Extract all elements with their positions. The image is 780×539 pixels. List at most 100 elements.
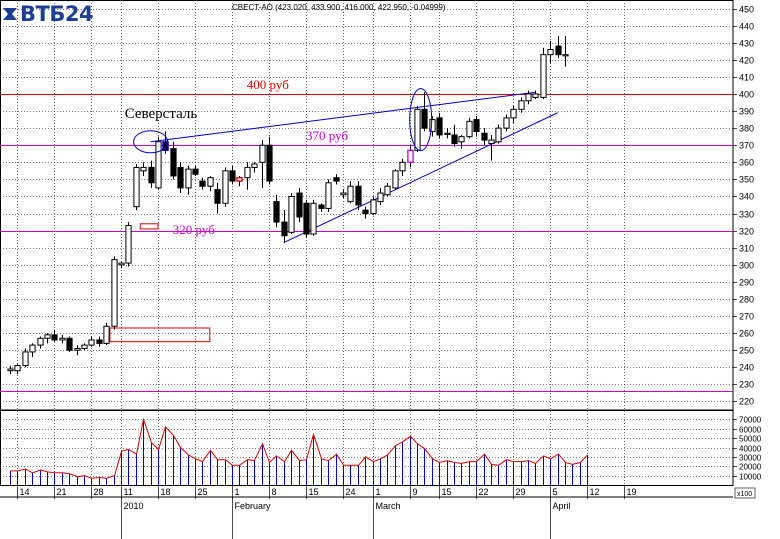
price-tick-label: 380 [739, 124, 754, 134]
annotation-label: 320 руб [173, 222, 215, 237]
candle-body [96, 339, 103, 344]
volume-tick-label: 10000 [739, 473, 762, 482]
candle [503, 114, 510, 132]
candle [355, 181, 362, 211]
candle [444, 128, 451, 139]
volume-tick-label: 50000 [739, 435, 762, 444]
candle [466, 117, 473, 139]
candle-body [288, 195, 295, 233]
price-tick-label: 440 [739, 22, 754, 32]
candle-body [399, 161, 406, 172]
candle-body [421, 108, 428, 129]
date-tick-label: 12 [590, 487, 600, 497]
candle-body [547, 49, 554, 56]
candle [222, 167, 229, 207]
date-tick-label: 15 [309, 487, 319, 497]
candle [29, 343, 36, 358]
candle [44, 333, 51, 344]
date-tick-label: 19 [627, 487, 637, 497]
candle [362, 206, 369, 219]
gap-box [109, 327, 211, 343]
candle-body [81, 344, 88, 350]
price-tick-label: 300 [739, 261, 754, 271]
candle [214, 182, 221, 214]
candle-body [458, 136, 465, 143]
candle-body [244, 166, 251, 179]
candle-body [22, 351, 29, 367]
highlight-ellipse [409, 88, 433, 152]
candle [81, 343, 88, 351]
price-tick-label: 250 [739, 346, 754, 356]
candle-body [214, 189, 221, 204]
date-tick-label: 18 [161, 487, 171, 497]
candle [133, 164, 140, 211]
price-tick-label: 350 [739, 175, 754, 185]
candle [310, 199, 317, 236]
price-tick-label: 340 [739, 192, 754, 202]
candle-body [222, 170, 229, 204]
price-tick-label: 450 [739, 5, 754, 15]
candle [555, 35, 562, 59]
month-label: February [235, 501, 272, 511]
price-tick-label: 410 [739, 73, 754, 83]
candle-body [333, 177, 340, 182]
candle [407, 145, 414, 168]
candle [296, 187, 303, 223]
candle [458, 134, 465, 149]
candle [59, 334, 66, 344]
candle [303, 199, 310, 238]
candle-body [310, 202, 317, 235]
candle-body [407, 149, 414, 163]
candle [111, 256, 118, 330]
candle-body [532, 93, 539, 98]
candle-body [488, 139, 495, 144]
volume-tick-label: 70000 [739, 416, 762, 425]
candle-body [325, 182, 332, 209]
candle-body [540, 54, 547, 98]
candle [532, 90, 539, 100]
candle [318, 203, 325, 212]
volume-tick-label: 30000 [739, 454, 762, 463]
candle-body [140, 166, 147, 172]
candle-body [170, 148, 177, 177]
candle-body [59, 337, 66, 341]
candle [510, 105, 517, 123]
candle [170, 141, 177, 180]
candle [236, 175, 243, 187]
candle-body [525, 93, 532, 102]
candle-body [518, 100, 525, 110]
candle [22, 348, 29, 368]
logo-mark-icon [3, 8, 17, 20]
candle [259, 140, 266, 188]
candle-body [362, 209, 369, 215]
candle-body [111, 259, 118, 327]
candle [481, 128, 488, 146]
price-tick-label: 320 [739, 227, 754, 237]
candle [562, 35, 569, 67]
candle [14, 363, 21, 375]
trend-line [283, 112, 558, 244]
candle [518, 97, 525, 113]
candle [525, 90, 532, 105]
candle [495, 124, 502, 144]
date-tick-label: 1 [235, 487, 240, 497]
highlight-ellipse [133, 130, 169, 154]
candle-body [414, 108, 421, 151]
price-tick-label: 330 [739, 210, 754, 220]
gap-box [139, 223, 159, 230]
candle [148, 160, 155, 188]
candle-body [44, 334, 51, 339]
candle [421, 92, 428, 132]
price-panel-frame [0, 0, 734, 411]
vtb24-logo: ВТБ24 [2, 2, 94, 26]
candle [429, 116, 436, 137]
volume-tick-label: 60000 [739, 426, 762, 435]
price-tick-label: 420 [739, 56, 754, 66]
candle-body [562, 54, 569, 57]
candle [199, 177, 206, 190]
price-tick-label: 370 [739, 141, 754, 151]
candle-body [392, 170, 399, 189]
date-tick-label: 21 [57, 487, 67, 497]
candle-body [444, 132, 451, 135]
